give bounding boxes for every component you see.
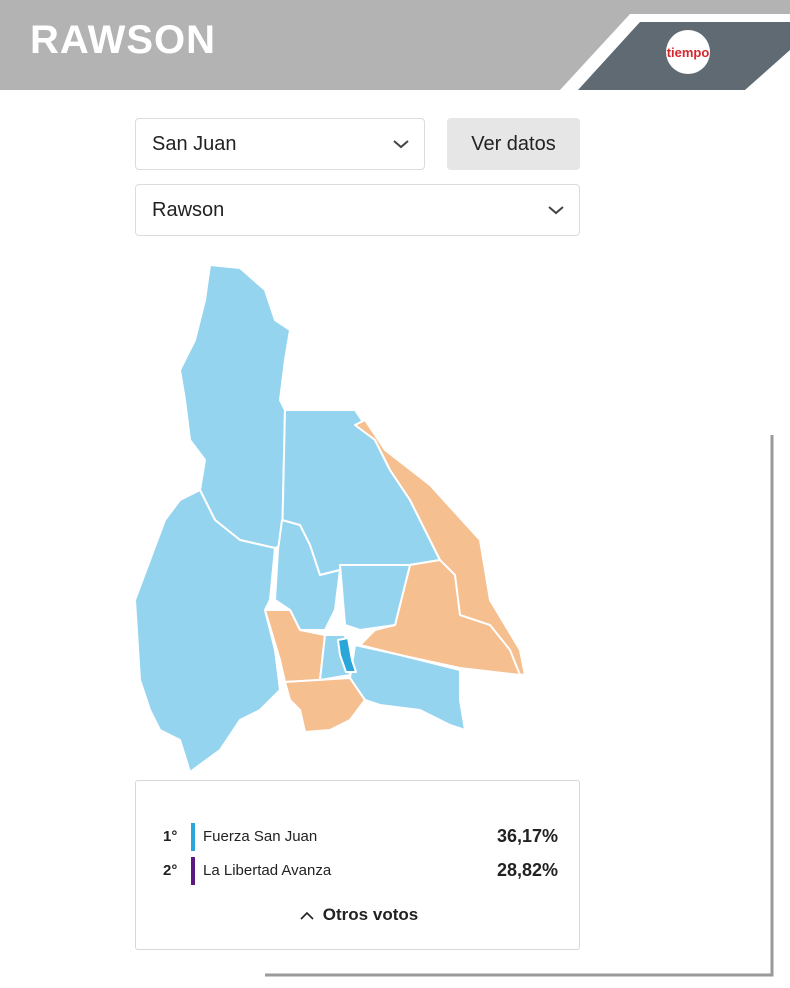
rank: 1° xyxy=(163,828,178,845)
select-value: San Juan xyxy=(152,132,237,155)
chevron-up xyxy=(300,911,314,920)
region xyxy=(359,559,521,676)
select-value: Rawson xyxy=(152,198,225,221)
chevron xyxy=(393,140,409,149)
region xyxy=(284,677,366,733)
party-color xyxy=(191,857,195,885)
rank: 2° xyxy=(163,862,178,879)
region xyxy=(349,644,466,731)
region-selected[interactable] xyxy=(337,637,357,673)
header: RAWSON tiempo xyxy=(0,0,790,90)
percentage: 28,82% xyxy=(496,860,558,880)
header-decoration xyxy=(560,14,790,90)
results-card: 1° Fuerza San Juan 36,17% 2° La Libertad… xyxy=(135,780,580,950)
others-toggle[interactable]: Otros votos xyxy=(136,905,581,925)
logo: tiempo xyxy=(666,45,710,60)
region xyxy=(274,519,341,631)
header-title: RAWSON xyxy=(30,18,216,62)
region xyxy=(134,489,281,773)
percentage: 36,17% xyxy=(496,826,558,846)
region xyxy=(339,564,411,631)
chevron xyxy=(548,206,564,215)
party-color xyxy=(191,823,195,851)
party-name: Fuerza San Juan xyxy=(203,828,318,845)
department-select[interactable]: Rawson xyxy=(135,184,580,236)
province-select[interactable]: San Juan xyxy=(135,118,425,170)
view-button[interactable]: Ver datos xyxy=(447,118,580,170)
others-label: Otros votos xyxy=(322,905,419,924)
frame-shadow xyxy=(265,435,774,977)
party-name: La Libertad Avanza xyxy=(203,862,332,879)
